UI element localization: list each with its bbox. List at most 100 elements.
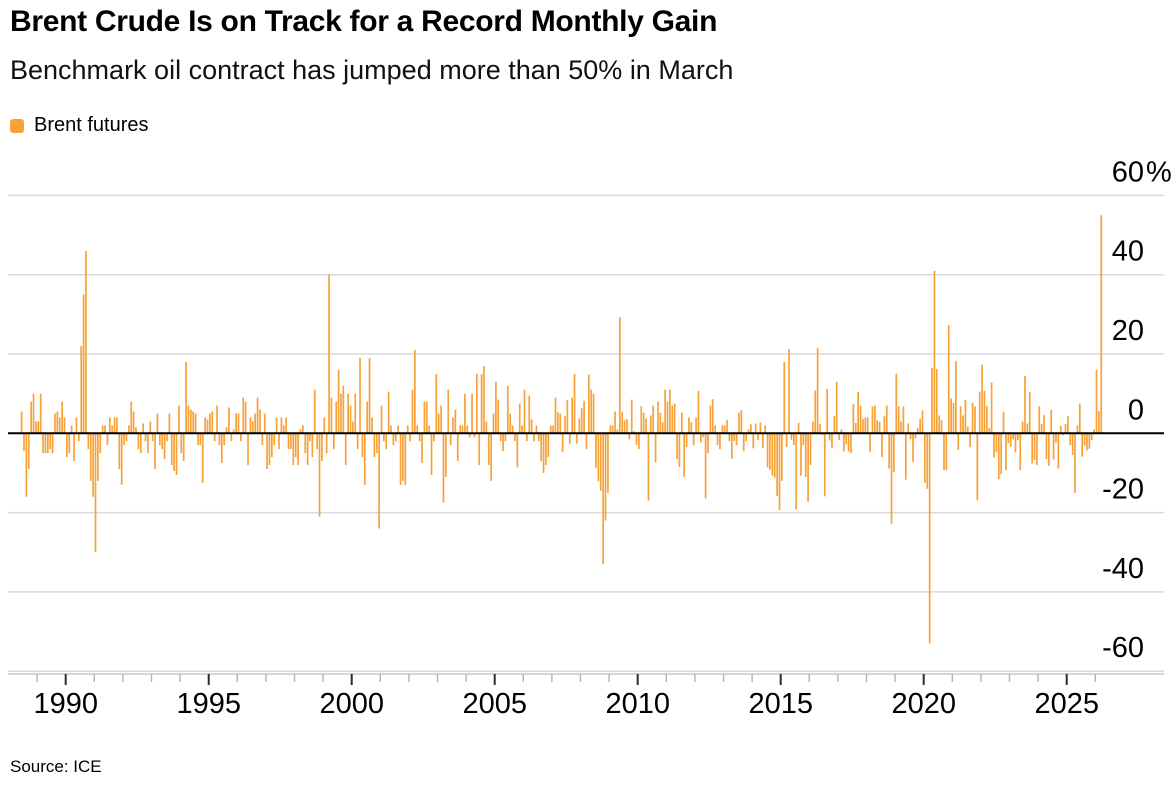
- bar: [97, 433, 99, 481]
- bar: [108, 417, 111, 434]
- bar: [764, 425, 767, 434]
- bar: [194, 413, 197, 434]
- bar: [976, 433, 979, 501]
- bar: [688, 417, 690, 434]
- bar: [885, 405, 888, 434]
- bar: [378, 433, 380, 529]
- bar: [497, 399, 500, 434]
- bar: [621, 411, 624, 434]
- bar: [166, 433, 168, 442]
- bar: [449, 433, 452, 446]
- bar: [368, 357, 371, 434]
- bar: [1000, 433, 1003, 475]
- bar: [561, 433, 564, 452]
- bar: [104, 425, 106, 434]
- bar: [957, 433, 960, 450]
- bar: [757, 433, 759, 441]
- bar: [1007, 433, 1010, 444]
- bar: [723, 425, 726, 434]
- bar: [299, 429, 302, 434]
- bar: [678, 433, 681, 467]
- bar: [263, 413, 266, 434]
- bar: [952, 402, 955, 434]
- bar: [35, 421, 37, 434]
- bar: [459, 425, 461, 434]
- bar: [132, 411, 135, 434]
- bar: [309, 433, 311, 442]
- bar: [518, 403, 521, 434]
- x-tick-label: 2015: [748, 688, 813, 720]
- bar: [969, 433, 972, 448]
- bar: [454, 409, 457, 434]
- bar: [144, 433, 147, 442]
- bar: [256, 397, 259, 434]
- bar: [807, 433, 809, 502]
- bar: [185, 361, 187, 434]
- bar: [161, 433, 164, 450]
- bar: [101, 425, 104, 434]
- bar: [1024, 375, 1026, 434]
- bar: [740, 410, 743, 434]
- bar: [502, 433, 504, 452]
- bar: [640, 406, 643, 434]
- bar: [294, 433, 297, 458]
- bar: [993, 433, 995, 458]
- bar: [506, 385, 509, 434]
- bar: [1038, 406, 1041, 434]
- bar: [728, 433, 731, 442]
- bar: [797, 422, 800, 434]
- bar: [23, 433, 25, 452]
- bar: [866, 417, 869, 434]
- bar: [590, 389, 593, 434]
- bar: [912, 433, 914, 462]
- bar: [616, 429, 619, 434]
- bar: [352, 421, 354, 434]
- bar: [473, 433, 476, 438]
- bar: [733, 433, 736, 442]
- bar: [490, 433, 492, 481]
- bar: [435, 373, 438, 434]
- bar: [147, 433, 149, 454]
- bar: [895, 373, 898, 434]
- bar: [928, 433, 931, 644]
- bar: [611, 425, 614, 434]
- bar: [163, 433, 166, 460]
- bar: [642, 412, 645, 434]
- bar: [571, 397, 574, 434]
- bar: [464, 393, 466, 434]
- bar: [361, 433, 364, 458]
- bar: [790, 433, 793, 440]
- bar: [242, 397, 245, 434]
- bar: [220, 433, 223, 464]
- bar: [585, 433, 588, 450]
- bar: [1078, 403, 1081, 434]
- bar: [792, 433, 795, 446]
- bar: [754, 423, 757, 434]
- bar: [1067, 416, 1069, 434]
- bar: [847, 433, 850, 452]
- bar: [325, 433, 328, 454]
- bar: [218, 433, 221, 446]
- bar: [888, 433, 890, 469]
- bar: [475, 373, 478, 434]
- bar: [347, 393, 349, 434]
- bar: [935, 369, 938, 434]
- bar: [609, 425, 612, 434]
- bar: [68, 433, 71, 454]
- bar: [199, 433, 202, 446]
- bar: [921, 410, 924, 434]
- bar: [604, 433, 607, 521]
- bar: [1076, 425, 1079, 434]
- bar: [106, 433, 109, 446]
- bar: [509, 413, 512, 434]
- bar: [580, 408, 583, 434]
- bar: [514, 433, 516, 442]
- bar: [32, 393, 35, 434]
- bar: [1059, 425, 1062, 434]
- bar: [738, 412, 740, 434]
- bar: [123, 433, 125, 446]
- bar: [1021, 421, 1024, 434]
- bar: [747, 429, 750, 434]
- bar: [1009, 433, 1012, 447]
- bar: [70, 425, 73, 434]
